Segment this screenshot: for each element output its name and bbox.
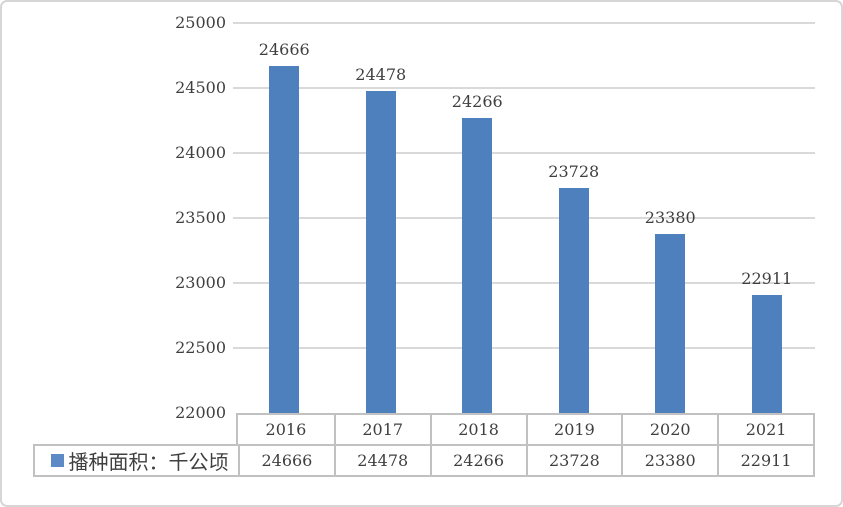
y-axis-tick-label: 23500 — [175, 208, 226, 227]
y-axis-tick-label: 22500 — [175, 338, 226, 357]
value-cell: 24666 — [238, 446, 334, 475]
legend-label: 播种面积：千公顷 — [68, 450, 229, 474]
bar-value-label: 24666 — [258, 40, 310, 60]
bar — [365, 90, 396, 413]
value-cell: 23380 — [621, 446, 717, 475]
bar — [462, 118, 493, 413]
gridline — [233, 217, 815, 219]
legend-cell: 播种面积：千公顷 — [35, 446, 238, 475]
category-header-row: 2016 2017 2018 2019 2020 2021 — [236, 413, 815, 444]
year-cell: 2019 — [525, 415, 622, 444]
gridline — [233, 87, 815, 89]
legend-swatch-icon — [50, 454, 64, 467]
value-cell: 22911 — [717, 446, 813, 475]
bar-value-label: 23728 — [548, 162, 600, 182]
y-axis-tick-label: 24500 — [175, 78, 226, 97]
value-cell: 23728 — [525, 446, 622, 475]
y-axis-tick-label: 22000 — [175, 403, 226, 422]
bar — [558, 188, 589, 413]
y-axis-tick-label: 23000 — [175, 273, 226, 292]
value-cell: 24266 — [429, 446, 526, 475]
bar-value-label: 22911 — [741, 268, 793, 288]
year-cell: 2016 — [265, 420, 307, 439]
bar-value-label: 23380 — [644, 207, 696, 227]
data-table-row: 播种面积：千公顷 24666 24478 24266 23728 23380 22911 — [33, 444, 815, 477]
gridline — [233, 152, 815, 154]
year-cell: 2017 — [333, 415, 430, 444]
gridline — [233, 22, 815, 24]
bar-value-label: 24478 — [355, 64, 407, 84]
year-cell: 2020 — [621, 415, 717, 444]
value-cell: 24478 — [333, 446, 430, 475]
y-axis-tick-label: 24000 — [175, 143, 226, 162]
bar — [751, 294, 782, 413]
bar — [655, 233, 686, 413]
gridline — [233, 347, 815, 349]
y-axis-tick-label: 25000 — [175, 13, 226, 32]
year-cell: 2021 — [717, 415, 813, 444]
bar — [269, 66, 300, 413]
gridline — [233, 282, 815, 284]
bar-value-label: 24266 — [451, 92, 503, 112]
year-cell: 2018 — [429, 415, 526, 444]
